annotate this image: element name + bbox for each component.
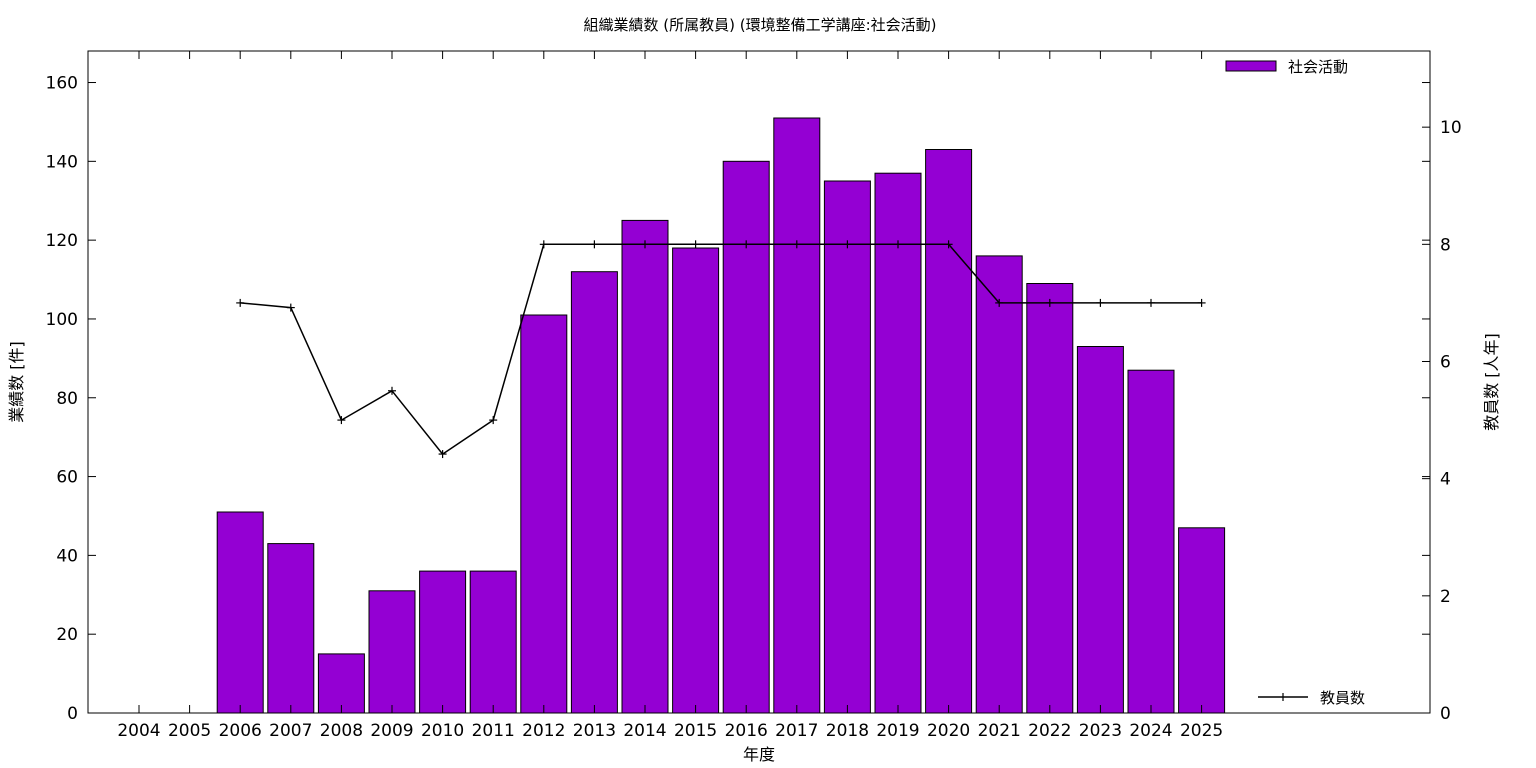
line-point-2015 xyxy=(691,240,700,249)
y-tick-label: 60 xyxy=(56,468,78,488)
bar-2013 xyxy=(570,271,618,714)
bar-2025 xyxy=(1178,527,1226,714)
y-tick-label: 120 xyxy=(46,231,78,251)
x-tick-label: 2024 xyxy=(1129,721,1172,741)
line-layer xyxy=(236,240,1206,459)
y-tick-label: 20 xyxy=(56,625,78,645)
line-point-2016 xyxy=(742,240,751,249)
x-tick-label: 2009 xyxy=(370,721,413,741)
legend-label-bar: 社会活動 xyxy=(1288,58,1348,76)
y2-tick-label: 4 xyxy=(1440,470,1451,490)
bar-2017 xyxy=(773,117,821,714)
line-point-2025 xyxy=(1197,298,1206,307)
bar-2023 xyxy=(1076,346,1124,714)
axes-layer: 0 20 40 60 80 100 120 140 160 0 2 4 6 8 10 2004 2005 2006… xyxy=(46,50,1462,741)
bar-2019 xyxy=(874,172,922,714)
y-tick-label: 40 xyxy=(56,546,78,566)
line-point-2010 xyxy=(438,450,447,459)
bar-2015 xyxy=(672,247,720,714)
line-point-2017 xyxy=(792,240,801,249)
line-point-2023 xyxy=(1096,298,1105,307)
x-tick-label: 2019 xyxy=(876,721,919,741)
x-tick-label: 2023 xyxy=(1079,721,1122,741)
y-tick-label: 100 xyxy=(46,310,78,330)
x-tick-label: 2025 xyxy=(1180,721,1223,741)
x-tick-label: 2021 xyxy=(978,721,1021,741)
bar-2014 xyxy=(621,219,669,714)
y-axis-label: 業績数 [件] xyxy=(7,341,26,423)
bar-2016 xyxy=(722,160,770,714)
line-point-2014 xyxy=(641,240,649,249)
y-tick-label: 80 xyxy=(56,389,78,409)
bar-2012 xyxy=(520,314,568,714)
y2-tick-label: 0 xyxy=(1440,704,1451,724)
line-point-2009 xyxy=(388,386,396,395)
x-tick-label: 2016 xyxy=(725,721,768,741)
bar-2011 xyxy=(469,570,517,714)
x-tick-label: 2010 xyxy=(421,721,464,741)
y2-tick-label: 10 xyxy=(1440,118,1462,138)
line-point-2011 xyxy=(489,416,498,425)
x-tick-label: 2006 xyxy=(219,721,262,741)
line-point-2019 xyxy=(894,240,902,249)
line-point-2012 xyxy=(539,240,548,249)
bar-2009 xyxy=(368,590,416,714)
line-point-2022 xyxy=(1045,298,1054,307)
x-tick-label: 2008 xyxy=(320,721,363,741)
y2-tick-label: 8 xyxy=(1440,235,1451,255)
x-tick-label: 2005 xyxy=(168,721,211,741)
y2-tick-label: 6 xyxy=(1440,352,1451,372)
line-point-2020 xyxy=(944,240,953,249)
bar-2010 xyxy=(419,570,467,714)
bar-2021 xyxy=(975,255,1023,714)
y2-axis-label: 教員数 [人年] xyxy=(1482,333,1501,431)
x-tick-label: 2022 xyxy=(1028,721,1071,741)
x-tick-label: 2011 xyxy=(472,721,515,741)
x-tick-label: 2007 xyxy=(269,721,312,741)
line-point-2007 xyxy=(286,303,295,312)
line-point-2006 xyxy=(236,298,245,307)
y2-tick-label: 2 xyxy=(1440,587,1451,607)
bar-2006 xyxy=(216,511,264,714)
y-tick-label: 0 xyxy=(67,704,78,724)
x-tick-label: 2015 xyxy=(674,721,717,741)
y-tick-label: 140 xyxy=(46,152,78,172)
line-point-2008 xyxy=(337,416,346,425)
plot-border xyxy=(87,50,1431,714)
line-series-faculty xyxy=(240,243,1202,456)
line-point-2018 xyxy=(843,240,852,249)
x-tick-label: 2013 xyxy=(573,721,616,741)
line-point-2024 xyxy=(1147,298,1155,307)
legend-label-line: 教員数 xyxy=(1320,689,1365,707)
bar-2007 xyxy=(267,543,315,714)
y-tick-label: 160 xyxy=(46,74,78,94)
legend-swatch-bar xyxy=(1225,60,1277,72)
x-tick-label: 2004 xyxy=(117,721,160,741)
bar-2022 xyxy=(1026,283,1074,714)
x-axis-label: 年度 xyxy=(743,745,775,764)
chart-title: 組織業績数 (所属教員) (環境整備工学講座:社会活動) xyxy=(583,16,936,34)
x-tick-label: 2020 xyxy=(927,721,970,741)
line-point-2013 xyxy=(590,240,599,249)
bars-layer xyxy=(216,117,1226,714)
bar-2008 xyxy=(317,653,365,714)
x-tick-label: 2018 xyxy=(826,721,869,741)
bar-2020 xyxy=(925,149,973,714)
line-point-2021 xyxy=(995,298,1004,307)
x-tick-label: 2014 xyxy=(623,721,666,741)
bar-2024 xyxy=(1127,369,1175,714)
x-tick-label: 2017 xyxy=(775,721,818,741)
x-tick-label: 2012 xyxy=(522,721,565,741)
bar-2018 xyxy=(823,180,871,714)
